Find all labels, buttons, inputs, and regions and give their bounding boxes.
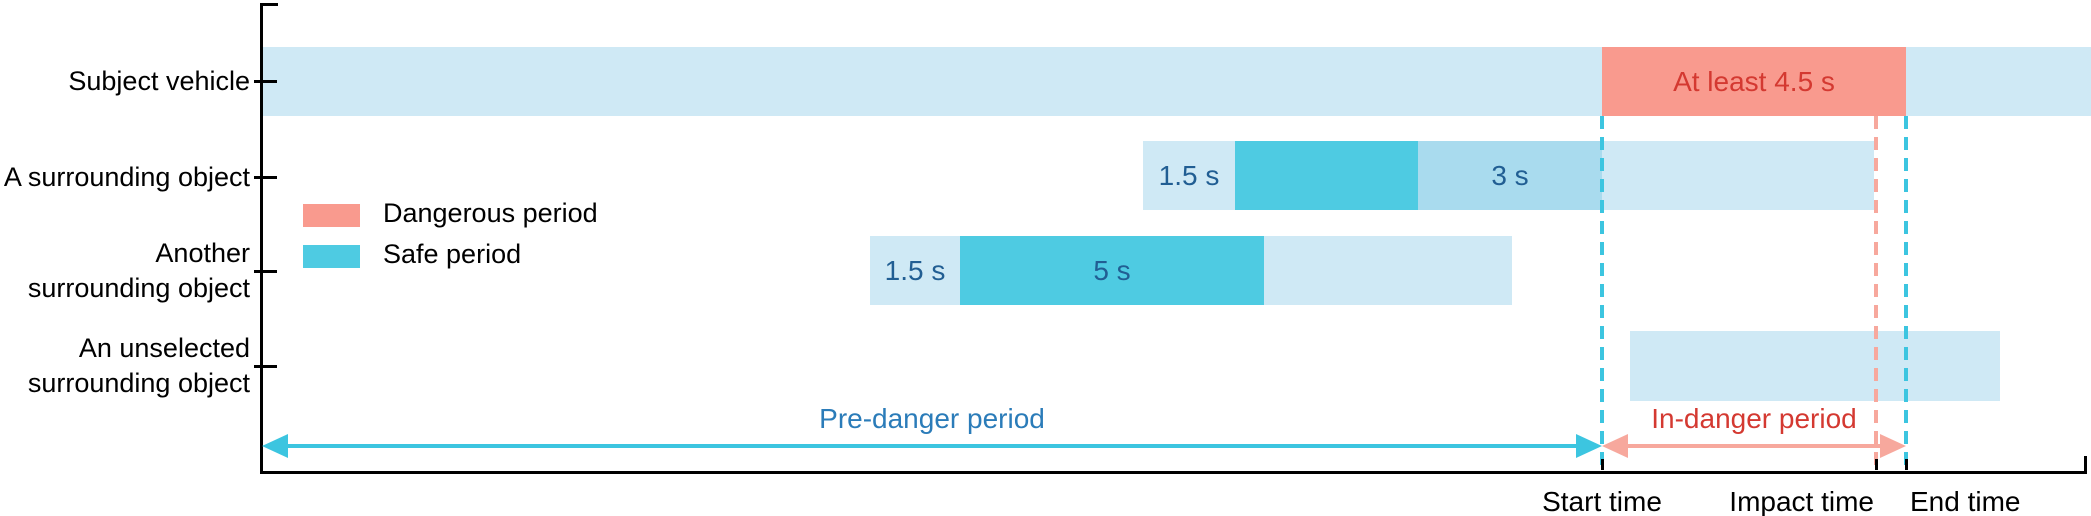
bar-segment-duration-label: 1.5 s xyxy=(870,236,960,305)
period-arrow-head-left xyxy=(262,434,288,458)
bar-segment xyxy=(1602,141,1874,210)
period-arrow-head-right xyxy=(1880,434,1906,458)
legend-label: Safe period xyxy=(383,239,522,269)
bar-segment xyxy=(1235,141,1418,210)
period-label: Pre-danger period xyxy=(819,403,1045,434)
bar-segment-duration-label: At least 4.5 s xyxy=(1602,47,1906,116)
row-label: A surrounding object xyxy=(0,160,250,195)
row-label: An unselected surrounding object xyxy=(0,331,250,401)
bar-segment-duration-label: 1.5 s xyxy=(1143,141,1235,210)
dashed-event-line xyxy=(1600,116,1604,471)
y-axis-tick xyxy=(254,176,277,179)
x-axis-minor-tick xyxy=(1875,459,1878,470)
legend-label: Dangerous period xyxy=(383,198,598,228)
bar-segment xyxy=(263,47,1602,116)
row-label-line: A surrounding object xyxy=(3,161,250,192)
y-axis-tick xyxy=(254,80,277,83)
row-label-line: Another xyxy=(155,238,250,268)
time-axis-label: Impact time xyxy=(1729,486,1874,516)
legend-swatch xyxy=(303,244,360,268)
row-label-line: An unselected xyxy=(78,333,250,363)
x-axis-minor-tick xyxy=(1601,459,1604,470)
period-label: In-danger period xyxy=(1651,403,1857,434)
row-label-line: surrounding object xyxy=(27,273,250,303)
bar-segment xyxy=(1906,47,2091,116)
y-axis-tick xyxy=(254,270,277,273)
dashed-event-line xyxy=(1874,116,1878,471)
row-label-line: Subject vehicle xyxy=(68,65,250,96)
dashed-event-line xyxy=(1904,116,1908,471)
x-axis-line xyxy=(260,471,2087,474)
row-label-line: surrounding object xyxy=(27,368,250,398)
axis-top-end-tick xyxy=(260,3,278,6)
y-axis-line xyxy=(260,3,263,474)
row-label: Subject vehicle xyxy=(0,64,250,99)
period-arrow-head-right xyxy=(1576,434,1602,458)
bar-segment xyxy=(1264,236,1512,305)
x-axis-minor-tick xyxy=(1905,459,1908,470)
row-label: Another surrounding object xyxy=(0,236,250,306)
period-arrow-line xyxy=(1622,444,1886,448)
legend-swatch xyxy=(303,203,360,227)
axis-right-end-tick xyxy=(2084,456,2087,471)
time-axis-label: Start time xyxy=(1542,486,1662,516)
period-arrow-head-left xyxy=(1602,434,1628,458)
y-axis-tick xyxy=(254,365,277,368)
time-axis-label: End time xyxy=(1910,486,2021,516)
bar-segment-duration-label: 3 s xyxy=(1418,141,1602,210)
bar-segment-duration-label: 5 s xyxy=(960,236,1264,305)
bar-segment xyxy=(1630,331,2000,401)
period-arrow-line xyxy=(282,444,1582,448)
